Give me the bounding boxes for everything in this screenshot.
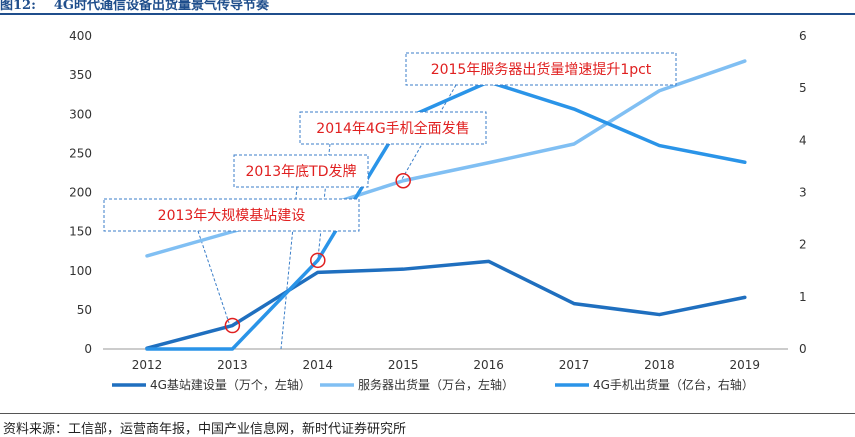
y-left-tick-label: 250 [69,146,92,160]
y-left-tick-label: 100 [69,264,92,278]
annotation-text: 2013年底TD发牌 [246,163,357,180]
figure-title: 图12: 4G时代通信设备出货量景气传导节奏 [0,0,855,14]
figure-label: 图12: [0,0,36,13]
y-left-tick-label: 300 [69,107,92,121]
annotation-box [233,154,369,188]
annotation-text: 2014年4G手机全面发售 [316,120,469,137]
series-line [145,80,747,351]
x-tick-label: 2015 [388,358,419,372]
annotation-marker [395,173,411,189]
y-right-tick-label: 0 [799,342,807,356]
x-tick-label: 2016 [473,358,504,372]
annotation-text: 2013年大规模基站建设 [158,207,306,224]
x-tick-label: 2019 [730,358,761,372]
annotation-box [299,111,487,145]
title-rule [0,13,855,15]
y-left-tick-label: 350 [69,68,92,82]
y-right-tick-label: 2 [799,238,807,252]
annotation-marker [224,317,241,334]
y-left-tick-label: 150 [69,225,92,239]
annotation-marker [310,252,326,269]
bottom-rule [0,413,855,414]
series-line [145,259,747,350]
chart: 2012 2013 2014 2015 2016 2017 2018 201905010015… [69,29,807,392]
y-right-tick-label: 4 [799,133,807,147]
y-left-tick-label: 50 [77,303,92,317]
y-left-tick-label: 400 [69,29,92,43]
x-tick-label: 2017 [559,358,590,372]
y-right-tick-label: 1 [799,290,807,304]
x-tick-label: 2014 [303,358,334,372]
annotation-leader-line [197,230,230,324]
y-right-tick-label: 3 [799,186,807,200]
legend-label: 服务器出货量（万台，左轴） [358,377,514,392]
y-left-tick-label: 0 [84,342,92,356]
y-left-tick-label: 200 [69,186,92,200]
annotation-text: 2015年服务器出货量增速提升1pct [431,61,652,78]
annotation-leader-line [401,84,457,180]
x-tick-label: 2012 [132,358,163,372]
x-tick-label: 2013 [217,358,248,372]
y-right-tick-label: 6 [799,29,807,43]
source-note: 资料来源：工信部，运营商年报，中国产业信息网，新时代证券研究所 [3,422,407,437]
legend-label: 4G手机出货量（亿台，右轴） [593,377,754,392]
annotation-box [405,52,677,86]
x-tick-label: 2018 [644,358,675,372]
y-right-tick-label: 5 [799,81,807,95]
legend-label: 4G基站建设量（万个，左轴） [150,377,311,392]
figure-title-text: 4G时代通信设备出货量景气传导节奏 [53,0,270,13]
annotation-box [103,198,360,232]
